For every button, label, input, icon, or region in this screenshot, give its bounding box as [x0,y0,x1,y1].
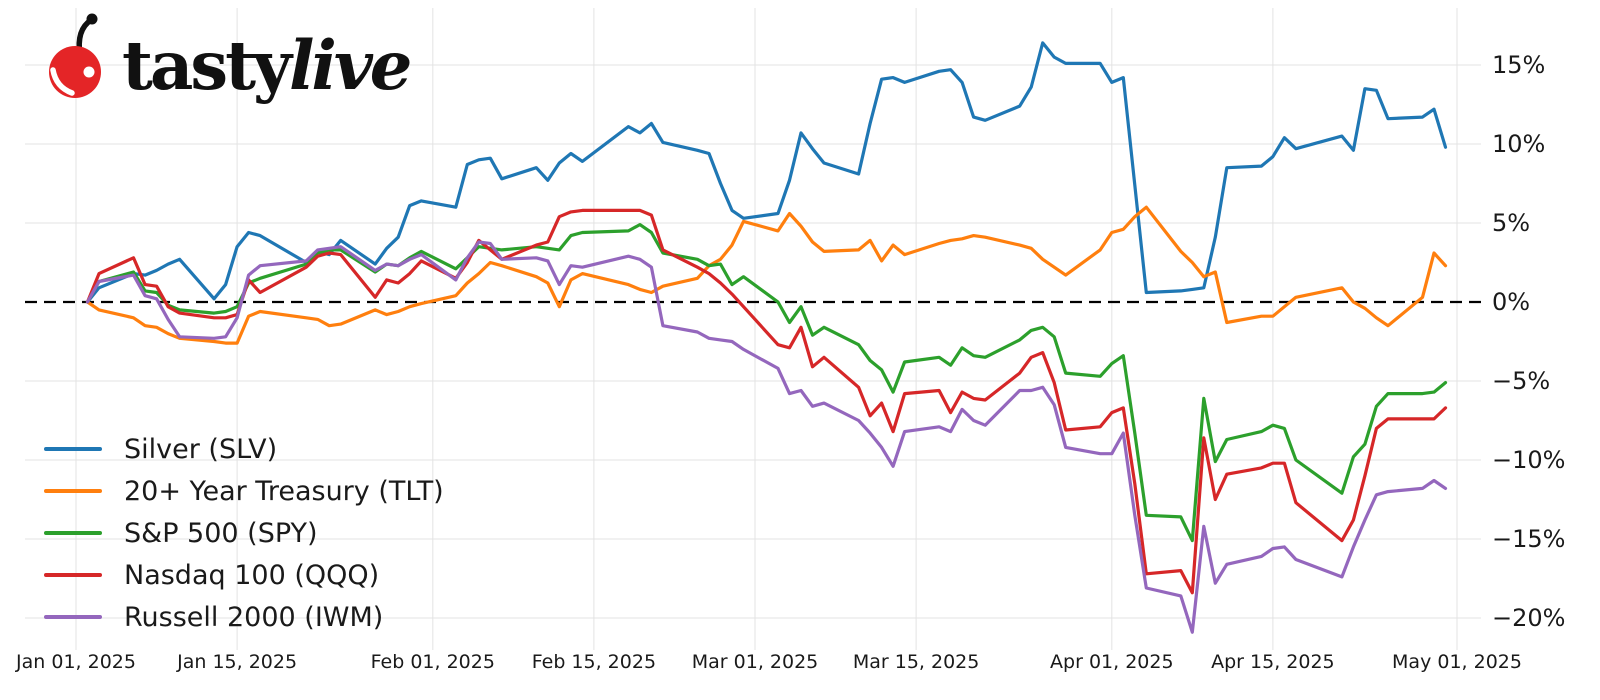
series-line-spy [85,223,1448,543]
x-tick-label: Apr 01, 2025 [1050,651,1174,673]
legend-label-tlt: 20+ Year Treasury (TLT) [124,475,444,507]
series-line-qqq [85,208,1448,595]
y-tick-label: −5% [1492,367,1550,395]
x-tick-label: Jan 15, 2025 [176,651,297,673]
legend-item-qqq: Nasdaq 100 (QQQ) [44,554,444,596]
tastylive-logo: tastylive [38,8,412,102]
brand-italic: live [288,26,412,106]
legend-swatch-slv [44,447,102,451]
series-line-tlt [85,205,1448,345]
y-tick-label: 15% [1492,51,1545,79]
legend-swatch-iwm [44,615,102,619]
y-tick-label: −10% [1492,446,1565,474]
y-tick-label: 10% [1492,130,1545,158]
y-tick-label: −20% [1492,604,1565,632]
legend-swatch-qqq [44,573,102,577]
legend-item-tlt: 20+ Year Treasury (TLT) [44,470,444,512]
x-tick-label: Apr 15, 2025 [1211,651,1335,673]
brand-regular: tasty [122,26,292,106]
legend-item-spy: S&P 500 (SPY) [44,512,444,554]
legend-item-iwm: Russell 2000 (IWM) [44,596,444,638]
x-tick-label: Mar 15, 2025 [853,651,980,673]
x-tick-label: Jan 01, 2025 [15,651,136,673]
cherry-icon [49,13,101,98]
series-line-iwm [85,240,1448,634]
x-tick-label: Feb 01, 2025 [371,651,495,673]
y-tick-label: 5% [1492,209,1530,237]
x-tick-label: Mar 01, 2025 [692,651,819,673]
brand-wordmark: tastylive [122,32,412,102]
legend-label-iwm: Russell 2000 (IWM) [124,601,384,633]
y-tick-label: 0% [1492,288,1530,316]
chart-legend: Silver (SLV) 20+ Year Treasury (TLT) S&P 5… [44,428,444,638]
x-tick-label: Feb 15, 2025 [532,651,656,673]
legend-swatch-spy [44,531,102,535]
legend-item-slv: Silver (SLV) [44,428,444,470]
x-tick-label: May 01, 2025 [1392,651,1522,673]
legend-label-qqq: Nasdaq 100 (QQQ) [124,559,380,591]
legend-label-spy: S&P 500 (SPY) [124,517,318,549]
legend-label-slv: Silver (SLV) [124,433,278,465]
legend-swatch-tlt [44,489,102,493]
y-tick-label: −15% [1492,525,1565,553]
